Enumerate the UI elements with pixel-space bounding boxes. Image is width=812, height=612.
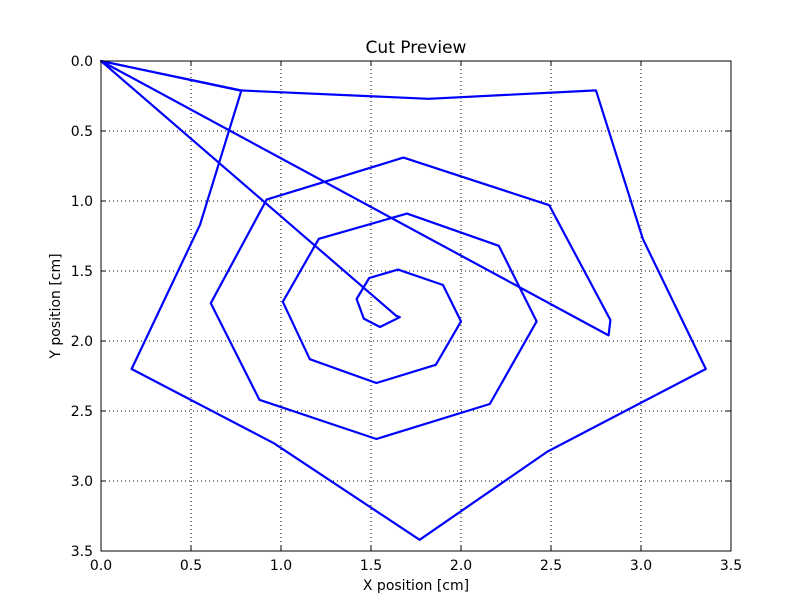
y-tick-label: 0.0 (71, 54, 93, 70)
chart-title: Cut Preview (366, 38, 467, 58)
x-tick-label: 2.5 (540, 558, 562, 574)
cut-path (99, 59, 707, 541)
x-axis-label: X position [cm] (363, 578, 469, 594)
y-tick-label: 3.0 (71, 474, 93, 490)
x-tick-label: 0.5 (180, 558, 202, 574)
x-tick-label: 3.5 (720, 558, 742, 574)
y-axis-label: Y position [cm] (48, 253, 64, 359)
y-tick-label: 1.0 (71, 194, 93, 210)
y-tick-label: 1.5 (71, 264, 93, 280)
x-tick-label: 3.0 (630, 558, 652, 574)
y-tick-label: 2.5 (71, 404, 93, 420)
x-tick-label: 0.0 (90, 558, 112, 574)
axes-frame (100, 60, 732, 552)
y-tick-label: 2.0 (71, 334, 93, 350)
y-tick-label: 0.5 (71, 124, 93, 140)
x-tick-label: 1.0 (270, 558, 292, 574)
y-tick-label: 3.5 (71, 544, 93, 560)
x-tick-label: 2.0 (450, 558, 472, 574)
plot-area: 0.0 0.5 1.0 1.5 2.0 2.5 3.0 3.50.00.51.01.52.02… (71, 54, 742, 574)
x-tick-label: 1.5 (360, 558, 382, 574)
